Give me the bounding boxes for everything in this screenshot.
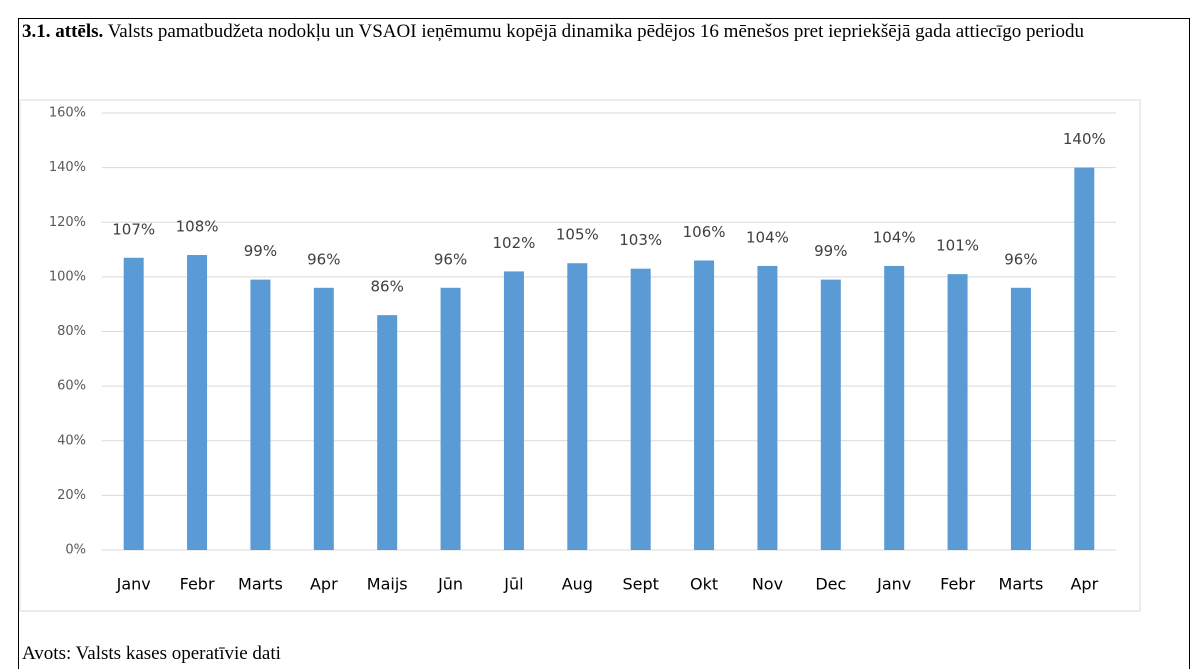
bar xyxy=(1010,287,1031,550)
x-tick-label: Marts xyxy=(238,575,283,594)
data-label: 108% xyxy=(176,218,219,236)
source-note: Avots: Valsts kases operatīvie dati xyxy=(22,643,281,664)
y-tick-label: 140% xyxy=(49,160,86,175)
bar xyxy=(377,315,398,550)
x-tick-label: Nov xyxy=(752,575,783,594)
x-tick-label: Dec xyxy=(815,575,846,594)
data-label: 99% xyxy=(244,242,277,260)
bar xyxy=(567,263,588,550)
bar xyxy=(694,260,715,550)
y-tick-label: 120% xyxy=(49,215,86,230)
x-tick-label: Janv xyxy=(116,575,151,594)
bar xyxy=(1074,167,1095,550)
x-tick-label: Maijs xyxy=(367,575,408,594)
data-label: 86% xyxy=(371,278,404,296)
bar xyxy=(440,287,461,550)
y-tick-label: 0% xyxy=(65,543,86,558)
x-tick-label: Sept xyxy=(622,575,658,594)
data-label: 106% xyxy=(683,223,726,241)
bar xyxy=(947,274,968,550)
bar xyxy=(313,287,334,550)
bar xyxy=(630,268,651,550)
caption-label: 3.1. attēls. xyxy=(22,21,104,42)
data-label: 107% xyxy=(112,220,155,238)
document-frame xyxy=(18,18,1190,669)
x-tick-label: Marts xyxy=(999,575,1044,594)
bar xyxy=(757,265,778,550)
x-tick-label: Janv xyxy=(876,575,911,594)
x-tick-label: Febr xyxy=(940,575,975,594)
bar xyxy=(187,255,208,550)
bar xyxy=(884,265,905,550)
y-tick-label: 160% xyxy=(49,106,86,121)
data-label: 99% xyxy=(814,242,847,260)
y-tick-label: 60% xyxy=(57,379,86,394)
y-tick-label: 80% xyxy=(57,324,86,339)
bar xyxy=(503,271,524,550)
data-label: 102% xyxy=(492,234,535,252)
y-tick-label: 20% xyxy=(57,488,86,503)
x-tick-label: Aug xyxy=(562,575,593,594)
caption-text: Valsts pamatbudžeta nodokļu un VSAOI ieņ… xyxy=(107,21,1084,42)
y-tick-label: 40% xyxy=(57,433,86,448)
bar xyxy=(820,279,841,550)
data-label: 101% xyxy=(936,237,979,255)
data-label: 96% xyxy=(1004,250,1037,268)
bar xyxy=(250,279,271,550)
data-label: 104% xyxy=(746,228,789,246)
x-tick-label: Okt xyxy=(690,575,718,594)
x-tick-label: Apr xyxy=(1070,575,1098,594)
bar xyxy=(123,257,144,550)
caption: 3.1. attēls. Valsts pamatbudžeta nodokļu… xyxy=(22,20,1187,43)
y-tick-label: 100% xyxy=(49,269,86,284)
x-tick-label: Jūl xyxy=(503,575,523,594)
data-label: 96% xyxy=(307,250,340,268)
data-label: 104% xyxy=(873,228,916,246)
data-label: 105% xyxy=(556,226,599,244)
x-tick-label: Jūn xyxy=(437,575,463,594)
data-label: 103% xyxy=(619,231,662,249)
data-label: 96% xyxy=(434,250,467,268)
data-label: 140% xyxy=(1063,130,1106,148)
x-tick-label: Febr xyxy=(180,575,215,594)
x-tick-label: Apr xyxy=(310,575,338,594)
